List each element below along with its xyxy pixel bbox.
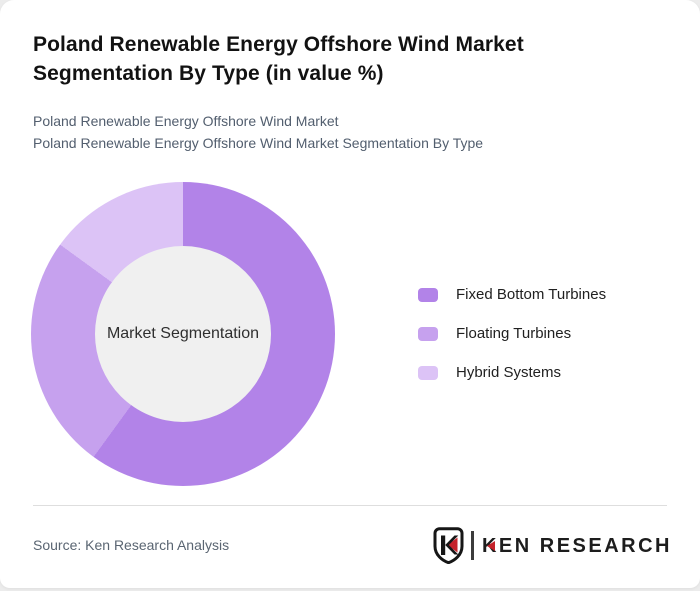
chart-subtitles: Poland Renewable Energy Offshore Wind Ma… xyxy=(33,110,667,154)
logo-separator xyxy=(470,531,474,560)
donut-chart: Market Segmentation xyxy=(31,182,335,486)
legend-item-fixed-bottom-turbines: Fixed Bottom Turbines xyxy=(418,286,607,303)
logo-wordmark: KEN RESEARCH xyxy=(482,534,672,558)
logo-wordmark-text: KEN RESEARCH xyxy=(481,534,672,557)
donut-center: Market Segmentation xyxy=(95,246,271,422)
legend-item-hybrid-systems: Hybrid Systems xyxy=(418,364,606,381)
legend-swatch xyxy=(418,326,438,341)
legend-label: Floating Turbines xyxy=(456,325,572,342)
legend-label: Hybrid Systems xyxy=(456,364,562,381)
donut-center-label: Market Segmentation xyxy=(106,325,260,342)
ken-research-shield-icon xyxy=(433,527,464,564)
page-title: Poland Renewable Energy Offshore Wind Ma… xyxy=(33,33,524,85)
footer-divider xyxy=(33,505,667,506)
legend: Fixed Bottom Turbines Floating Turbines … xyxy=(418,286,607,404)
logo-red-triangle-icon xyxy=(487,540,496,551)
ken-research-logo: KEN RESEARCH xyxy=(433,527,672,564)
source-note: Source: Ken Research Analysis xyxy=(33,537,230,553)
legend-swatch xyxy=(418,287,438,302)
subtitle-line-2: Poland Renewable Energy Offshore Wind Ma… xyxy=(33,135,484,151)
legend-item-floating-turbines: Floating Turbines xyxy=(418,325,606,342)
legend-label: Fixed Bottom Turbines xyxy=(456,286,607,303)
legend-swatch xyxy=(418,365,438,380)
subtitle-line-1: Poland Renewable Energy Offshore Wind Ma… xyxy=(33,113,339,129)
